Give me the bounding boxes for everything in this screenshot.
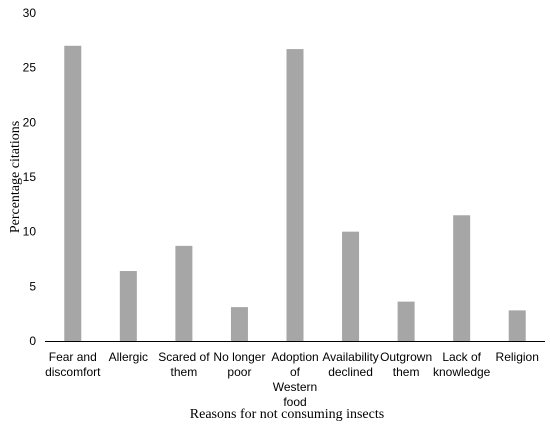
x-category-label: Fear and discomfort	[45, 350, 101, 379]
bars	[64, 45, 526, 342]
y-tick-label: 5	[29, 279, 36, 293]
x-category-label: Availability declined	[322, 350, 378, 379]
y-tick-label: 0	[29, 334, 36, 348]
x-category-label: Scared of them	[158, 350, 210, 379]
bar	[119, 271, 137, 341]
bar	[397, 301, 415, 341]
y-tick-label: 30	[23, 6, 37, 20]
x-category-label: Outgrown them	[380, 350, 432, 379]
y-axis-title: Percentage citations	[8, 121, 23, 233]
y-tick-label: 25	[23, 61, 37, 75]
x-axis-category-labels: Fear and discomfort Allergic Scared of themN…	[45, 350, 539, 409]
y-tick-label: 15	[23, 170, 37, 184]
y-tick-label: 10	[23, 225, 37, 239]
bar	[342, 231, 360, 341]
x-category-label: Lack of knowledge	[433, 350, 491, 379]
x-category-label: Allergic	[109, 350, 148, 364]
bar	[175, 245, 193, 341]
x-axis-title: Reasons for not consuming insects	[190, 407, 384, 422]
y-axis-ticks: 0 5 10 15 20 25 30	[23, 6, 37, 348]
x-category-label: Religion	[496, 350, 539, 364]
bar	[453, 215, 471, 341]
bar	[508, 310, 526, 341]
x-category-label: Adoption of Western food	[271, 350, 318, 409]
bar	[286, 49, 304, 342]
bar	[64, 45, 82, 342]
x-category-label: No longer poor	[213, 350, 265, 379]
bar	[230, 307, 248, 341]
y-tick-label: 20	[23, 115, 37, 129]
